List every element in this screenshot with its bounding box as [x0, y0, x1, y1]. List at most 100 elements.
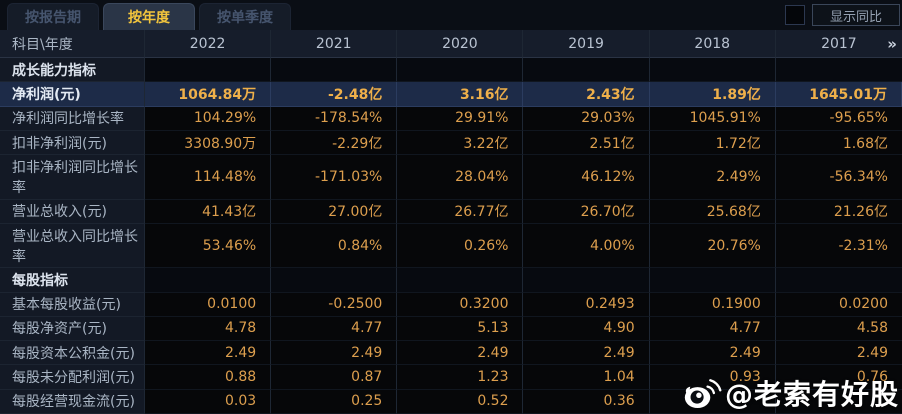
row-label: 基本每股收益(元) [0, 292, 145, 317]
cell-value: 1645.01万 [775, 82, 902, 107]
table-row-deducted-net-profit[interactable]: 扣非净利润(元) 3308.90万 -2.29亿 3.22亿 2.51亿 1.7… [0, 130, 902, 156]
row-label: 每股经营现金流(元) [0, 389, 145, 414]
year-header-2021: 2021 [271, 30, 398, 58]
tab-by-year[interactable]: 按年度 [103, 3, 195, 30]
cell-value: 27.00亿 [271, 199, 398, 224]
cell-value: 3308.90万 [145, 130, 272, 156]
row-label: 营业总收入(元) [0, 199, 145, 224]
cell-value: 0.2493 [523, 292, 650, 317]
cell-value: 26.70亿 [523, 199, 650, 224]
cell-value: 2.49 [271, 341, 398, 366]
cell-value: 21.26亿 [775, 199, 902, 224]
year-header-2018: 2018 [649, 30, 776, 58]
cell-value: 1.23 [397, 365, 524, 390]
table-row-operating-cashflow-per-share[interactable]: 每股经营现金流(元) 0.03 0.25 0.52 0.36 [0, 389, 902, 414]
tab-by-single-quarter[interactable]: 按单季度 [199, 3, 291, 30]
cell-value: 2.51亿 [523, 130, 650, 156]
period-tab-bar: 按报告期 按年度 按单季度 [0, 0, 902, 30]
cell-value: -0.2500 [271, 292, 398, 317]
section-label: 成长能力指标 [0, 58, 145, 83]
cell-value: -56.34% [775, 155, 902, 200]
cell-value: 0.0200 [775, 292, 902, 317]
row-label: 每股资本公积金(元) [0, 341, 145, 366]
cell-value: 53.46% [145, 223, 272, 269]
show-yoy-checkbox[interactable] [785, 5, 805, 25]
empty-cell [397, 58, 524, 83]
cell-value [649, 389, 776, 414]
cell-value: 4.58 [775, 316, 902, 342]
empty-cell [775, 268, 902, 293]
table-row-capital-reserve-per-share[interactable]: 每股资本公积金(元) 2.49 2.49 2.49 2.49 2.49 2.49 [0, 341, 902, 366]
cell-value: -171.03% [271, 155, 398, 200]
cell-value: 0.3200 [397, 292, 524, 317]
cell-value: 0.26% [397, 223, 524, 269]
cell-value: 0.25 [271, 389, 398, 414]
section-label: 每股指标 [0, 268, 145, 293]
cell-value: -2.31% [775, 223, 902, 269]
cell-value: 29.03% [523, 106, 650, 131]
cell-value: 41.43亿 [145, 199, 272, 224]
empty-cell [523, 268, 650, 293]
cell-value: 0.84% [271, 223, 398, 269]
cell-value: 2.49% [649, 155, 776, 200]
tab-by-report-period[interactable]: 按报告期 [7, 3, 99, 30]
cell-value: 3.22亿 [397, 130, 524, 156]
cell-value: 114.48% [145, 155, 272, 200]
table-row-total-revenue-yoy[interactable]: 营业总收入同比增长率 53.46% 0.84% 0.26% 4.00% 20.7… [0, 223, 902, 269]
empty-cell [271, 268, 398, 293]
cell-value: 1.72亿 [649, 130, 776, 156]
cell-value: 0.87 [271, 365, 398, 390]
cell-value: 28.04% [397, 155, 524, 200]
cell-value [775, 389, 902, 414]
cell-value: 4.00% [523, 223, 650, 269]
financial-data-table: 科目\年度 2022 2021 2020 2019 2018 2017 » 成长… [0, 30, 902, 414]
year-header-2017-label: 2017 [821, 35, 857, 52]
year-header-2019: 2019 [523, 30, 650, 58]
empty-cell [649, 268, 776, 293]
table-row-net-profit-yoy[interactable]: 净利润同比增长率 104.29% -178.54% 29.91% 29.03% … [0, 106, 902, 131]
empty-cell [271, 58, 398, 83]
cell-value: -178.54% [271, 106, 398, 131]
cell-value: -2.29亿 [271, 130, 398, 156]
row-label: 净利润同比增长率 [0, 106, 145, 131]
table-row-undistributed-profit-per-share[interactable]: 每股未分配利润(元) 0.88 0.87 1.23 1.04 0.93 0.76 [0, 365, 902, 390]
section-row-growth: 成长能力指标 [0, 58, 902, 83]
cell-value: 4.77 [271, 316, 398, 342]
table-row-nav-per-share[interactable]: 每股净资产(元) 4.78 4.77 5.13 4.90 4.77 4.58 [0, 316, 902, 342]
cell-value: 0.1900 [649, 292, 776, 317]
cell-value: 1.89亿 [649, 82, 776, 107]
table-row-deducted-net-profit-yoy[interactable]: 扣非净利润同比增长率 114.48% -171.03% 28.04% 46.12… [0, 155, 902, 200]
show-yoy-label[interactable]: 显示同比 [812, 4, 900, 26]
row-label: 营业总收入同比增长率 [0, 223, 145, 269]
cell-value: 2.49 [523, 341, 650, 366]
cell-value: 1064.84万 [145, 82, 272, 107]
year-header-2017: 2017 » [775, 30, 902, 58]
cell-value: -95.65% [775, 106, 902, 131]
row-label: 扣非净利润(元) [0, 130, 145, 156]
cell-value: 2.49 [775, 341, 902, 366]
cell-value: 4.90 [523, 316, 650, 342]
empty-cell [649, 58, 776, 83]
empty-cell [397, 268, 524, 293]
cell-value: 0.76 [775, 365, 902, 390]
cell-value: 4.77 [649, 316, 776, 342]
empty-cell [145, 268, 272, 293]
more-columns-icon[interactable]: » [887, 34, 897, 53]
cell-value: 29.91% [397, 106, 524, 131]
cell-value: 20.76% [649, 223, 776, 269]
row-label: 扣非净利润同比增长率 [0, 155, 145, 200]
cell-value: 0.0100 [145, 292, 272, 317]
cell-value: 5.13 [397, 316, 524, 342]
row-label: 净利润(元) [0, 82, 145, 107]
row-label: 每股未分配利润(元) [0, 365, 145, 390]
cell-value: 0.93 [649, 365, 776, 390]
table-row-basic-eps[interactable]: 基本每股收益(元) 0.0100 -0.2500 0.3200 0.2493 0… [0, 292, 902, 317]
table-row-total-revenue[interactable]: 营业总收入(元) 41.43亿 27.00亿 26.77亿 26.70亿 25.… [0, 199, 902, 224]
cell-value: 0.88 [145, 365, 272, 390]
cell-value: 46.12% [523, 155, 650, 200]
cell-value: 1.68亿 [775, 130, 902, 156]
empty-cell [523, 58, 650, 83]
cell-value: 4.78 [145, 316, 272, 342]
table-row-net-profit[interactable]: 净利润(元) 1064.84万 -2.48亿 3.16亿 2.43亿 1.89亿… [0, 82, 902, 107]
